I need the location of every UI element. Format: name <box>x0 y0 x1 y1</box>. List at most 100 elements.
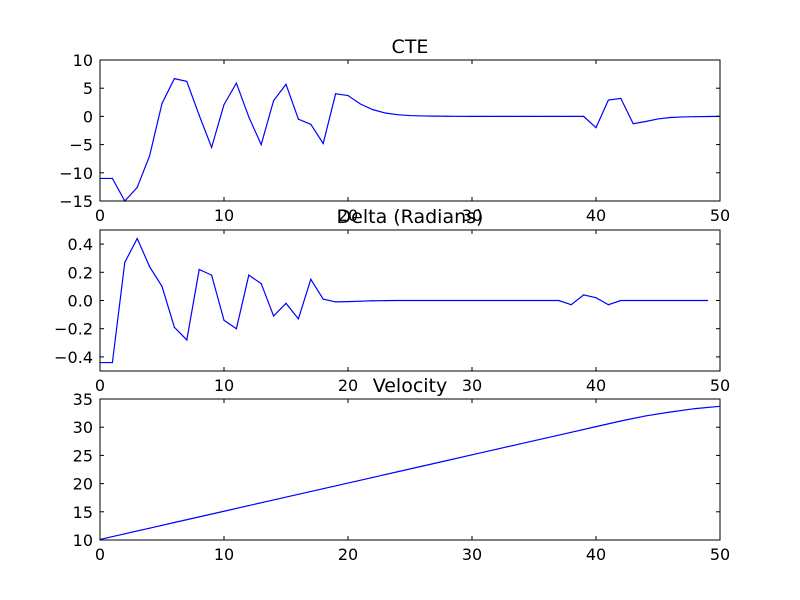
delta-data-point <box>372 300 374 302</box>
velocity-y-tick-label: 15 <box>73 503 93 522</box>
velocity-x-tick-label: 40 <box>586 545 606 564</box>
cte-x-tick-label: 20 <box>338 206 358 225</box>
delta-data-point <box>434 299 436 302</box>
cte-data-point <box>545 115 548 117</box>
cte-data-point <box>310 123 312 125</box>
delta-y-tick-label: 0.0 <box>68 292 93 311</box>
velocity-title: Velocity <box>373 375 448 397</box>
delta-data-point <box>694 299 696 302</box>
delta-series-line <box>100 237 708 364</box>
delta-data-point <box>459 299 461 302</box>
cte-data-point <box>533 115 535 117</box>
delta-x-tick-label: 10 <box>214 376 234 395</box>
delta-data-point <box>335 301 337 303</box>
velocity-data-point <box>496 448 498 450</box>
delta-subplot: 0 10 20 30 40 50 0.4 0.2 0.0 −0.2 −0.4 Delta (Radia… <box>54 206 730 395</box>
velocity-y-tick-label: 25 <box>73 446 93 465</box>
cte-data-point <box>632 123 634 125</box>
delta-data-point <box>223 319 225 321</box>
cte-data-point <box>235 82 237 84</box>
cte-data-point <box>459 115 461 117</box>
delta-data-point <box>508 299 510 302</box>
cte-data-point <box>248 116 250 118</box>
delta-data-point <box>707 299 709 302</box>
velocity-data-point <box>645 415 647 417</box>
cte-data-point <box>273 100 275 102</box>
cte-data-point <box>508 115 510 117</box>
delta-data-point <box>657 299 659 302</box>
delta-data-point <box>235 328 237 330</box>
velocity-data-point <box>669 411 672 413</box>
velocity-axes-frame <box>99 398 721 541</box>
velocity-data-point <box>198 516 200 518</box>
cte-data-point <box>521 115 523 117</box>
cte-data-point <box>173 78 175 80</box>
delta-data-point <box>211 274 213 276</box>
cte-data-point <box>583 115 585 117</box>
cte-x-tick-label: 10 <box>214 206 234 225</box>
cte-data-point <box>682 116 684 118</box>
cte-data-point <box>570 115 572 117</box>
cte-data-point <box>372 109 374 111</box>
delta-data-point <box>186 339 188 341</box>
delta-data-point <box>521 299 523 302</box>
velocity-x-tick-label: 50 <box>710 545 730 564</box>
cte-data-point <box>347 94 349 97</box>
delta-data-point <box>310 278 312 280</box>
delta-x-tick-label: 50 <box>710 376 730 395</box>
delta-data-point <box>545 299 548 302</box>
velocity-data-point <box>124 533 126 535</box>
cte-y-tick-label: −15 <box>59 192 93 211</box>
delta-x-tick-label: 20 <box>338 376 358 395</box>
cte-y-tick-label: 0 <box>83 107 93 126</box>
delta-data-point <box>173 326 175 328</box>
cte-data-point <box>446 115 448 117</box>
velocity-x-tick-label: 20 <box>338 545 358 564</box>
cte-x-tick-label: 0 <box>95 206 105 225</box>
cte-data-point <box>620 97 622 99</box>
delta-data-point <box>260 282 262 285</box>
velocity-data-point <box>471 454 473 456</box>
delta-data-point <box>595 297 597 299</box>
delta-data-point <box>409 299 411 302</box>
velocity-data-point <box>595 426 597 428</box>
delta-data-point <box>198 268 200 271</box>
delta-y-tick-label: −0.2 <box>54 320 93 339</box>
delta-data-point <box>111 361 113 364</box>
velocity-data-point <box>397 471 399 473</box>
cte-data-point <box>645 120 647 123</box>
velocity-x-tick-label: 0 <box>95 545 105 564</box>
delta-y-tick-label: 0.2 <box>68 263 93 282</box>
velocity-data-point <box>421 465 423 467</box>
delta-data-point <box>483 299 485 302</box>
cte-data-point <box>471 115 473 117</box>
velocity-data-point <box>322 488 324 490</box>
velocity-data-point <box>297 493 299 495</box>
delta-data-point <box>620 299 622 302</box>
delta-x-tick-label: 30 <box>462 376 482 395</box>
cte-data-point <box>149 155 151 157</box>
cte-x-tick-label: 30 <box>462 206 482 225</box>
delta-data-point <box>136 237 138 240</box>
cte-data-point <box>558 115 560 117</box>
velocity-data-point <box>149 527 151 529</box>
cte-data-point <box>211 146 213 149</box>
delta-y-tick-label: 0.4 <box>68 235 93 254</box>
cte-x-tick-label: 50 <box>710 206 730 225</box>
delta-data-point <box>322 298 324 300</box>
cte-data-point <box>607 99 610 101</box>
velocity-data-point <box>173 521 175 524</box>
delta-data-point <box>384 300 386 302</box>
delta-data-point <box>682 299 684 302</box>
cte-data-point <box>483 115 485 117</box>
delta-data-point <box>632 299 634 302</box>
cte-axes-frame <box>99 59 721 202</box>
cte-y-tick-label: −5 <box>69 136 93 155</box>
delta-data-point <box>297 318 299 320</box>
delta-data-point <box>669 299 672 302</box>
cte-x-tick-label: 40 <box>586 206 606 225</box>
delta-data-point <box>421 299 423 302</box>
